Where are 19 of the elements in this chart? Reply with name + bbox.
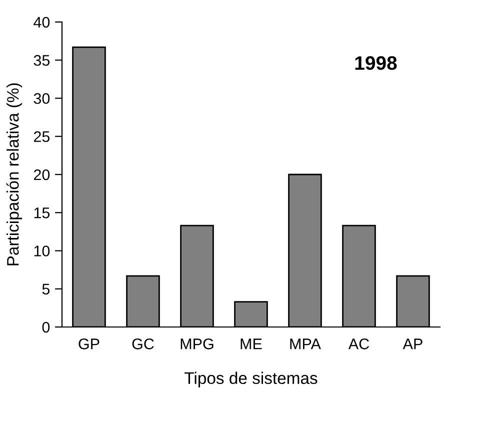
y-tick-label: 5 — [42, 284, 50, 295]
y-tick-label: 25 — [34, 131, 50, 142]
x-tick-label: GP — [78, 338, 100, 350]
x-tick-label: AP — [402, 338, 422, 350]
x-tick-label: MPA — [290, 338, 321, 350]
y-tick-label: 0 — [42, 322, 50, 333]
y-tick-label: 30 — [34, 93, 50, 104]
y-tick-label: 40 — [34, 16, 50, 28]
x-tick-label: AC — [348, 338, 370, 350]
x-tick-label: ME — [240, 338, 262, 350]
y-tick-label: 35 — [34, 54, 50, 66]
y-tick-label: 10 — [34, 246, 50, 256]
annotation: 1998 — [355, 56, 397, 70]
y-tick-label: 15 — [34, 208, 50, 218]
x-axis-title: Tipos de sistemas — [184, 372, 318, 388]
x-tick-label: MPG — [180, 338, 214, 350]
y-tick-label: 20 — [34, 169, 50, 180]
x-tick-label: GC — [132, 338, 154, 350]
y-axis-title: Participación relativa (%) — [6, 83, 22, 266]
